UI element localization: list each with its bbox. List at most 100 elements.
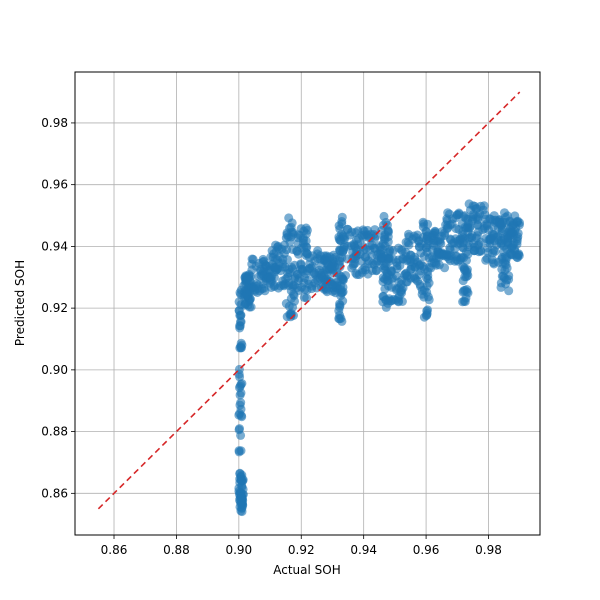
scatter-point: [335, 224, 345, 234]
x-tick-label: 0.90: [225, 543, 252, 557]
scatter-point: [235, 383, 244, 393]
scatter-point: [282, 245, 292, 255]
y-tick-label: 0.96: [41, 178, 68, 192]
scatter-point: [249, 285, 259, 295]
scatter-point: [446, 235, 456, 245]
y-tick-label: 0.90: [41, 363, 68, 377]
y-tick-label: 0.98: [41, 116, 68, 130]
axis-ticks: 0.86 0.88 0.90 0.92 0.94 0.96 0.98 0.86 0.88 0.90…: [41, 116, 502, 557]
scatter-point: [349, 252, 359, 262]
scatter-point: [235, 424, 244, 434]
scatter-point: [237, 492, 247, 502]
scatter-point: [360, 252, 370, 262]
scatter-point: [371, 266, 381, 276]
scatter-point: [502, 275, 511, 285]
scatter-point: [325, 252, 335, 262]
scatter-point: [497, 226, 507, 236]
scatter-point: [237, 412, 247, 422]
scatter-point: [394, 296, 404, 306]
scatter-point: [282, 255, 292, 265]
scatter-point: [488, 248, 498, 258]
scatter-point: [239, 292, 249, 302]
scatter-point: [459, 253, 469, 263]
scatter-point: [378, 245, 387, 254]
scatter-point: [301, 229, 311, 239]
scatter-point: [397, 285, 407, 295]
scatter-point: [284, 281, 294, 290]
scatter-point: [352, 235, 361, 245]
scatter-point: [236, 430, 246, 440]
scatter-point: [322, 287, 332, 297]
y-tick-label: 0.94: [41, 239, 68, 253]
scatter-point: [240, 300, 250, 310]
scatter-point: [502, 263, 512, 273]
scatter-point: [345, 230, 355, 240]
scatter-point: [236, 338, 246, 348]
scatter-point: [259, 279, 268, 289]
scatter-point: [270, 263, 280, 273]
scatter-point: [401, 237, 411, 247]
x-tick-label: 0.98: [475, 543, 502, 557]
scatter-point: [463, 219, 473, 229]
y-tick-label: 0.88: [41, 425, 68, 439]
x-tick-label: 0.96: [413, 543, 440, 557]
scatter-point: [417, 286, 427, 295]
scatter-point: [428, 245, 437, 255]
scatter-point: [336, 291, 346, 301]
scatter-point: [296, 259, 306, 269]
scatter-point: [335, 262, 345, 272]
scatter-point: [234, 369, 244, 379]
scatter-point: [312, 274, 321, 284]
scatter-point: [482, 254, 492, 263]
scatter-point: [504, 286, 514, 296]
scatter-point: [254, 258, 264, 268]
scatter-point: [401, 269, 410, 279]
scatter-point: [383, 237, 393, 247]
scatter-point: [363, 259, 373, 269]
y-tick-label: 0.92: [41, 301, 68, 315]
scatter-point: [302, 293, 312, 303]
scatter-point: [293, 238, 303, 248]
scatter-point: [236, 317, 245, 327]
scatter-point: [459, 286, 469, 296]
scatter-point: [445, 243, 455, 253]
scatter-point: [336, 281, 346, 291]
scatter-point: [379, 211, 389, 221]
scatter-point: [386, 296, 396, 306]
scatter-point: [381, 302, 391, 312]
scatter-point: [496, 282, 506, 292]
scatter-point: [481, 214, 491, 224]
scatter-point: [470, 201, 480, 211]
scatter-point: [467, 233, 477, 243]
scatter-point: [301, 242, 311, 252]
scatter-point: [507, 243, 517, 252]
scatter-point: [352, 270, 362, 280]
scatter-point: [429, 231, 439, 241]
scatter-point: [416, 266, 426, 276]
scatter-point: [384, 253, 394, 263]
scatter-point: [234, 306, 244, 316]
scatter-point: [236, 404, 246, 414]
scatter-point: [486, 233, 496, 243]
scatter-point: [269, 282, 279, 291]
scatter-point: [292, 246, 302, 256]
scatter-point: [245, 275, 255, 285]
scatter-point: [365, 241, 375, 250]
scatter-point: [473, 220, 483, 230]
scatter-point: [334, 314, 344, 324]
x-tick-label: 0.94: [350, 543, 377, 557]
scatter-point: [445, 256, 455, 266]
scatter-point: [479, 201, 489, 211]
x-axis-label: Actual SOH: [273, 563, 341, 577]
scatter-point: [339, 245, 349, 255]
scatter-point: [303, 276, 313, 286]
scatter-point: [416, 259, 426, 269]
scatter-point: [513, 253, 522, 263]
scatter-point: [426, 263, 436, 273]
scatter-point: [236, 398, 246, 408]
scatter-point: [422, 310, 432, 320]
x-tick-label: 0.92: [288, 543, 315, 557]
scatter-point: [335, 299, 344, 309]
scatter-point: [237, 507, 247, 517]
